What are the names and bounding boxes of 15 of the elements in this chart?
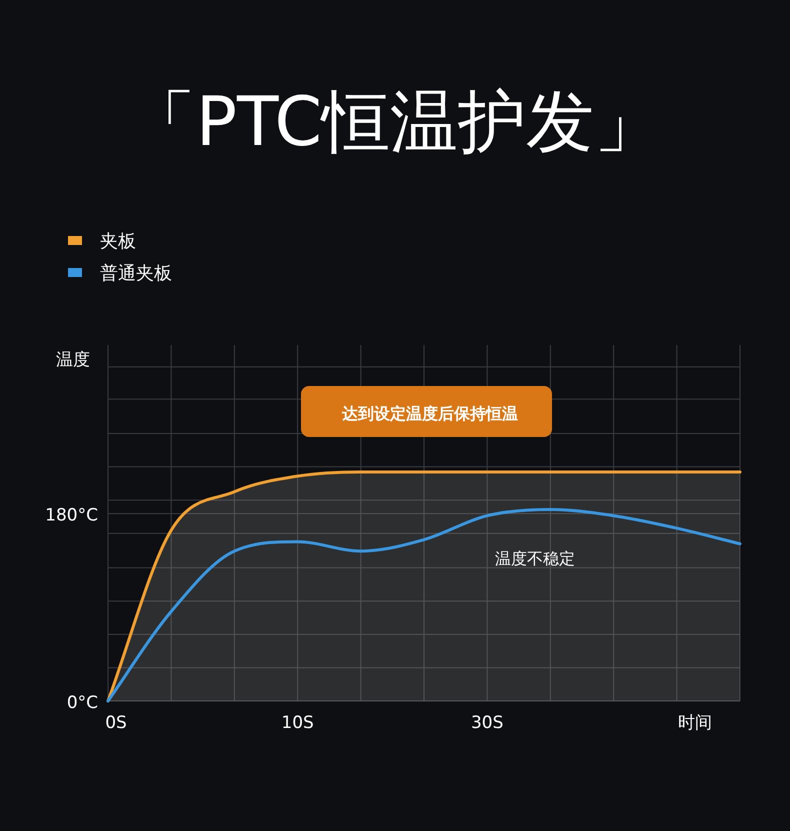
y-tick-label: 0°C xyxy=(66,693,98,713)
x-tick-label: 30S xyxy=(470,713,504,733)
x-tick-label: 10S xyxy=(281,713,314,733)
legend-item: 普通夹板 xyxy=(68,263,172,284)
legend-label: 普通夹板 xyxy=(100,263,172,284)
legend-item: 夹板 xyxy=(68,231,136,252)
x-axis-title: 时间 xyxy=(678,713,712,733)
y-axis-title: 温度 xyxy=(56,350,90,370)
legend-label: 夹板 xyxy=(100,231,136,252)
annotation: 达到设定温度后保持恒温 xyxy=(341,404,518,423)
y-tick-label: 180°C xyxy=(45,506,98,526)
chart-title: 「PTC恒温护发」 xyxy=(128,83,662,162)
x-tick-label: 0S xyxy=(105,713,127,733)
annotation: 温度不稳定 xyxy=(495,549,575,568)
callout: 达到设定温度后保持恒温 xyxy=(301,386,552,437)
